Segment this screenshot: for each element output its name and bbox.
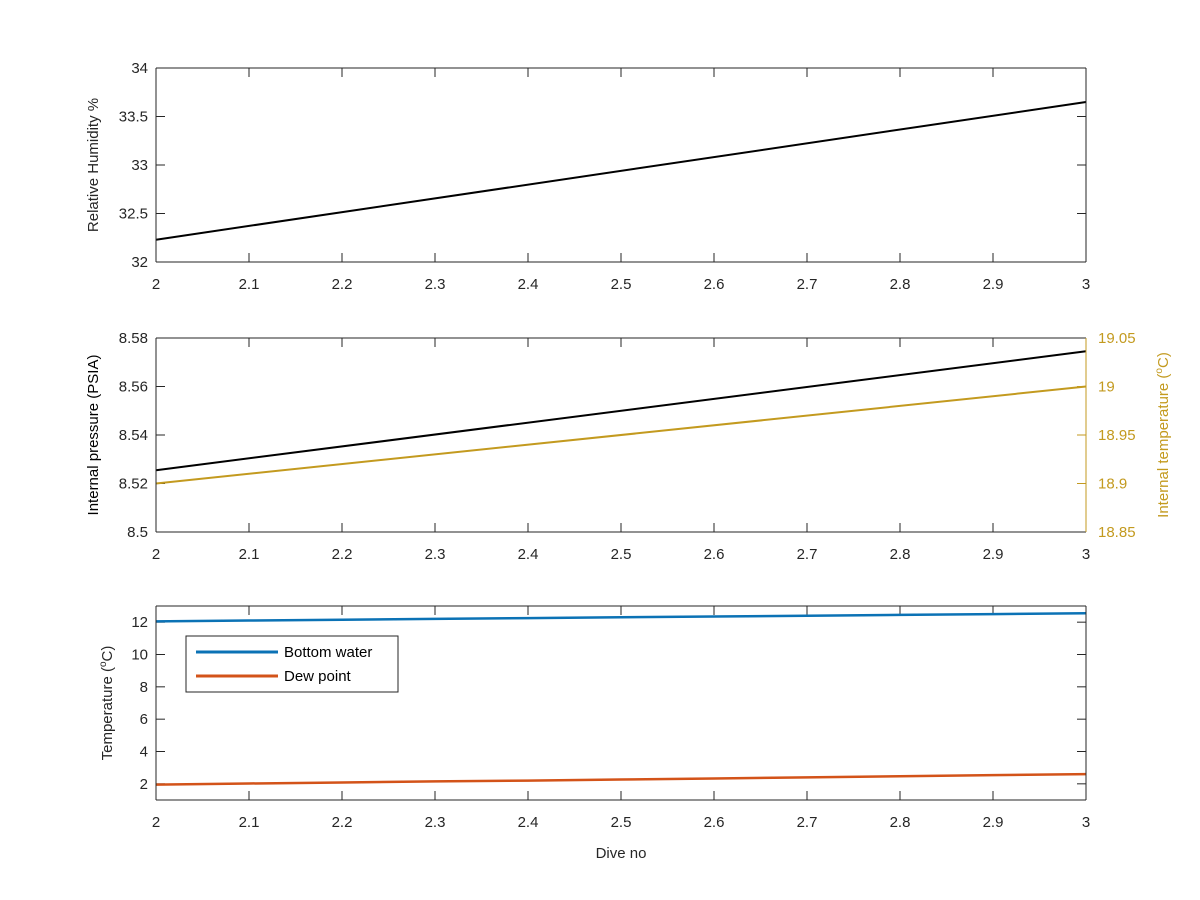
subplot-3-xtick-label: 2.4 bbox=[518, 814, 539, 831]
subplot-3-ytick-label: 2 bbox=[140, 776, 148, 793]
subplot-1-xtick-label: 2.6 bbox=[704, 276, 725, 293]
subplot-2-xtick-label: 2.8 bbox=[890, 546, 911, 563]
subplot-1-ylabel: Relative Humidity % bbox=[85, 98, 102, 232]
subplot-3-legend-label-1: Bottom water bbox=[284, 644, 372, 661]
subplot-3-ytick-label: 8 bbox=[140, 679, 148, 696]
subplot-2-xtick-label: 2.9 bbox=[983, 546, 1004, 563]
subplot-2-y2tick-label: 18.95 bbox=[1098, 427, 1136, 444]
subplot-3-legend-box bbox=[185, 635, 399, 693]
subplot-2-xtick-label: 2.5 bbox=[611, 546, 632, 563]
subplot-3-ylabel: Temperature (oC) bbox=[98, 646, 116, 761]
subplot-1-xtick-label: 2.9 bbox=[983, 276, 1004, 293]
subplot-2-xtick-label: 2 bbox=[152, 546, 160, 563]
subplot-2-xtick-label: 2.3 bbox=[425, 546, 446, 563]
subplot-1-xtick-label: 2.5 bbox=[611, 276, 632, 293]
subplot-3-ytick-label: 6 bbox=[140, 711, 148, 728]
subplot-2-y2tick-label: 19 bbox=[1098, 379, 1115, 396]
subplot-1-xtick-label: 2.1 bbox=[239, 276, 260, 293]
subplot-2-y2tick-label: 18.9 bbox=[1098, 476, 1127, 493]
subplot-3-ytick-label: 4 bbox=[140, 744, 148, 761]
subplot-1-ytick-label: 33 bbox=[131, 157, 148, 174]
subplot-3-xtick-label: 2.3 bbox=[425, 814, 446, 831]
subplot-1-ytick-label: 34 bbox=[131, 60, 148, 77]
subplot-2-y2label: Internal temperature (oC) bbox=[1154, 352, 1172, 518]
subplot-2-series-2-line bbox=[155, 385, 1087, 485]
subplot-2-ytick-label: 8.54 bbox=[119, 427, 148, 444]
subplot-3-background bbox=[156, 606, 1086, 800]
subplot-2-xtick-label: 2.6 bbox=[704, 546, 725, 563]
subplot-1-xtick-label: 2.8 bbox=[890, 276, 911, 293]
subplot-3-xtick-label: 2.2 bbox=[332, 814, 353, 831]
subplot-3-ytick-label: 10 bbox=[131, 647, 148, 664]
subplot-2-ytick-label: 8.5 bbox=[127, 524, 148, 541]
subplot-3-xtick-label: 2 bbox=[152, 814, 160, 831]
subplot-3-series-1-line bbox=[155, 612, 1087, 623]
subplot-3-legend-label-2: Dew point bbox=[284, 668, 352, 685]
subplot-1-series-1-line bbox=[155, 101, 1087, 241]
subplot-1-ytick-label: 32.5 bbox=[119, 206, 148, 223]
subplot-2-ytick-label: 8.52 bbox=[119, 476, 148, 493]
subplot-3-xtick-label: 2.1 bbox=[239, 814, 260, 831]
subplot-1-background bbox=[156, 68, 1086, 262]
subplot-2-ytick-label: 8.56 bbox=[119, 379, 148, 396]
subplot-1-xtick-label: 2.7 bbox=[797, 276, 818, 293]
subplot-2-y2tick-label: 18.85 bbox=[1098, 524, 1136, 541]
subplot-3-xtick-label: 2.6 bbox=[704, 814, 725, 831]
subplot-1-ytick-label: 33.5 bbox=[119, 109, 148, 126]
subplot-3-xtick-label: 2.9 bbox=[983, 814, 1004, 831]
subplot-3-xtick-label: 3 bbox=[1082, 814, 1090, 831]
subplot-2-y2tick-label: 19.05 bbox=[1098, 330, 1136, 347]
subplot-2-ytick-label: 8.58 bbox=[119, 330, 148, 347]
subplot-3-xtick-label: 2.7 bbox=[797, 814, 818, 831]
subplot-1-xtick-label: 2 bbox=[152, 276, 160, 293]
subplot-3-xlabel: Dive no bbox=[596, 845, 647, 862]
subplot-3-xtick-label: 2.8 bbox=[890, 814, 911, 831]
subplot-1-ytick-label: 32 bbox=[131, 254, 148, 271]
subplot-2-series-1-line bbox=[155, 350, 1087, 472]
subplot-2-xtick-label: 2.4 bbox=[518, 546, 539, 563]
subplot-1-xtick-label: 2.3 bbox=[425, 276, 446, 293]
subplot-3-series-2-line bbox=[155, 772, 1087, 786]
subplot-1-xtick-label: 2.2 bbox=[332, 276, 353, 293]
subplot-1-xtick-label: 3 bbox=[1082, 276, 1090, 293]
subplot-2-ylabel: Internal pressure (PSIA) bbox=[85, 355, 102, 516]
subplot-2-xtick-label: 2.7 bbox=[797, 546, 818, 563]
subplot-2-xtick-label: 2.2 bbox=[332, 546, 353, 563]
subplot-2-xtick-label: 3 bbox=[1082, 546, 1090, 563]
subplot-3-xtick-label: 2.5 bbox=[611, 814, 632, 831]
subplot-2-xtick-label: 2.1 bbox=[239, 546, 260, 563]
subplot-1-xtick-label: 2.4 bbox=[518, 276, 539, 293]
subplot-3-ytick-label: 12 bbox=[131, 614, 148, 631]
